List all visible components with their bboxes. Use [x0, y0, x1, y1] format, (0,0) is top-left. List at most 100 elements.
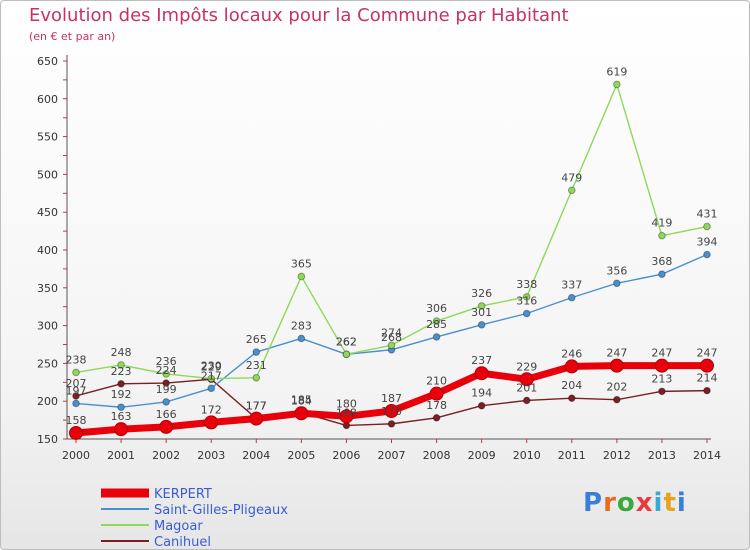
data-point	[387, 420, 396, 428]
x-tick-label: 2013	[648, 449, 676, 462]
legend-label: Saint-Gilles-Pligeaux	[154, 503, 288, 518]
legend-label: Canihuel	[154, 535, 211, 550]
logo-letter: o	[616, 488, 636, 518]
data-label: 237	[471, 354, 492, 367]
data-point	[613, 395, 621, 404]
x-tick-label: 2003	[197, 449, 225, 462]
data-label: 337	[561, 279, 582, 292]
data-point	[252, 348, 261, 356]
data-label: 170	[381, 405, 402, 418]
logo-letter: i	[653, 488, 664, 518]
data-point	[477, 401, 486, 410]
data-point	[252, 373, 261, 382]
data-label: 338	[516, 278, 537, 291]
data-label: 283	[291, 319, 312, 332]
chart-subtitle: (en € et par an)	[29, 30, 116, 43]
data-label: 246	[561, 347, 582, 360]
data-point	[117, 403, 125, 412]
data-label: 431	[697, 208, 718, 221]
data-point	[162, 379, 170, 387]
data-point	[567, 394, 576, 402]
logo-letter: i	[676, 488, 687, 518]
logo-letter: P	[583, 488, 604, 518]
x-tick-label: 2006	[332, 449, 360, 462]
data-label: 224	[156, 364, 177, 377]
data-label: 210	[426, 375, 447, 388]
data-point	[658, 270, 666, 278]
data-label: 231	[246, 359, 267, 372]
data-label: 368	[651, 255, 672, 268]
y-tick-label: 250	[37, 357, 58, 370]
data-label: 326	[471, 287, 492, 300]
logo-letter: r	[603, 488, 617, 518]
data-point	[522, 309, 531, 318]
data-label: 202	[606, 381, 627, 394]
data-label: 217	[201, 369, 222, 382]
data-label: 479	[561, 171, 582, 184]
data-label: 247	[697, 347, 718, 360]
x-tick-label: 2002	[152, 449, 180, 462]
data-point	[522, 396, 531, 405]
data-label: 265	[246, 333, 267, 346]
y-tick-label: 450	[37, 206, 58, 219]
data-point	[297, 334, 306, 343]
data-label: 177	[246, 400, 267, 413]
data-label: 199	[156, 383, 177, 396]
data-point	[162, 398, 170, 406]
data-label: 214	[697, 372, 718, 385]
data-label: 197	[66, 384, 87, 397]
data-point	[658, 387, 666, 396]
data-label: 158	[66, 414, 87, 427]
data-point	[432, 414, 441, 422]
data-point	[613, 80, 621, 89]
data-point	[294, 406, 309, 421]
data-label: 194	[471, 387, 492, 400]
data-point	[477, 321, 486, 329]
data-point	[342, 350, 351, 359]
x-tick-label: 2007	[378, 449, 406, 462]
x-tick-label: 2010	[513, 449, 541, 462]
data-point	[207, 374, 216, 383]
data-label: 180	[336, 397, 357, 410]
data-point	[519, 372, 534, 387]
y-tick-label: 300	[37, 320, 58, 333]
data-label: 207	[66, 377, 87, 390]
data-point	[207, 384, 216, 393]
data-point	[567, 186, 576, 195]
data-label: 177	[246, 400, 267, 413]
x-tick-label: 2011	[558, 449, 586, 462]
data-label: 356	[606, 264, 627, 277]
x-tick-label: 2000	[62, 449, 90, 462]
data-point	[567, 293, 576, 302]
logo-letter: t	[663, 488, 677, 518]
data-point	[117, 380, 125, 388]
data-point	[162, 370, 170, 378]
data-label: 268	[381, 331, 402, 344]
y-tick-label: 600	[37, 93, 58, 106]
y-tick-label: 400	[37, 244, 58, 257]
data-label: 306	[426, 302, 447, 315]
data-point	[477, 302, 486, 310]
y-tick-label: 550	[37, 131, 58, 144]
data-label: 229	[516, 360, 537, 373]
data-label: 230	[201, 360, 222, 373]
data-point	[564, 359, 579, 374]
data-label: 262	[336, 335, 357, 348]
data-point	[117, 361, 125, 369]
data-label: 236	[156, 355, 177, 368]
data-point	[72, 368, 80, 377]
data-label: 619	[606, 65, 627, 78]
x-tick-label: 2008	[423, 449, 451, 462]
data-label: 166	[156, 408, 177, 421]
data-label: 285	[426, 318, 447, 331]
data-point	[474, 366, 489, 381]
data-point	[72, 392, 80, 400]
data-label: 247	[651, 347, 672, 360]
data-point	[69, 425, 83, 440]
x-tick-label: 2014	[693, 449, 721, 462]
data-label: 274	[381, 326, 402, 339]
data-point	[613, 279, 621, 288]
data-point	[249, 411, 264, 426]
data-label: 223	[111, 365, 132, 378]
data-label: 229	[201, 360, 222, 373]
